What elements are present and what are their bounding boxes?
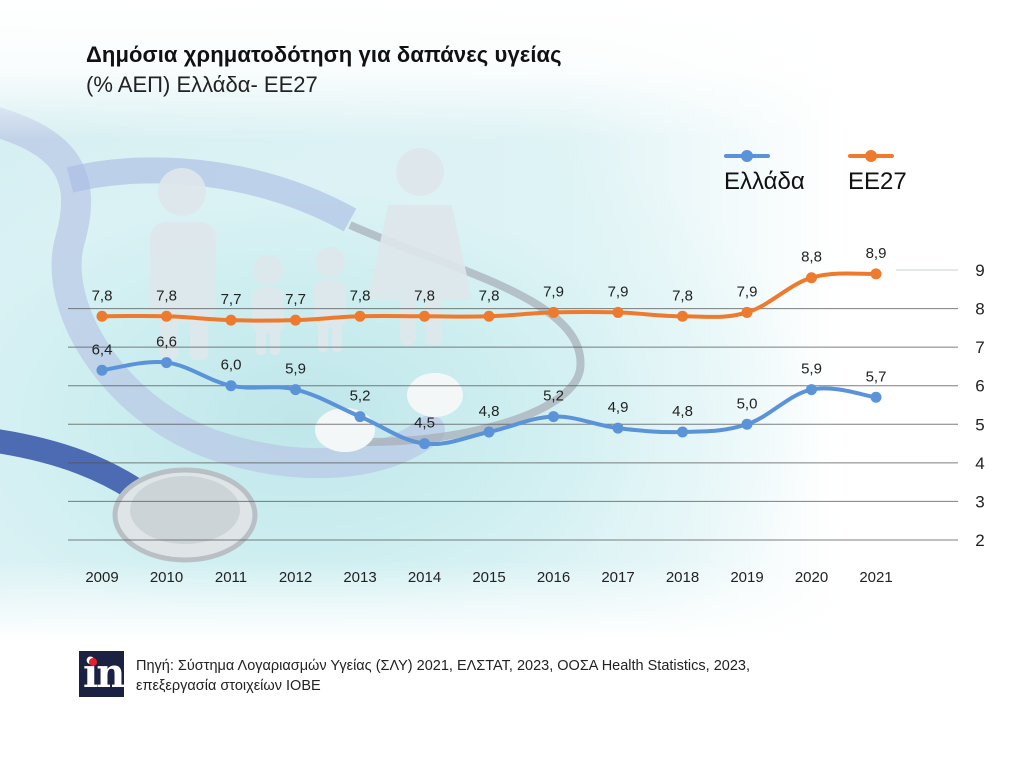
x-axis-ticks: 2009 2010 2011 2012 2013 2014 2015 2016 2017 2018… xyxy=(85,569,892,586)
series xyxy=(96,268,882,450)
data-point-greece xyxy=(806,384,817,396)
data-point-greece xyxy=(548,411,559,423)
legend-marker-eu27 xyxy=(865,150,877,162)
earpiece-right xyxy=(407,373,463,417)
y-tick-label: 4 xyxy=(975,454,984,473)
data-point-eu27 xyxy=(806,272,817,284)
data-label-eu27: 8,9 xyxy=(866,245,887,262)
data-label-greece: 5,9 xyxy=(801,361,822,378)
logo-text: in xyxy=(83,651,124,697)
data-point-greece xyxy=(612,422,624,434)
data-point-greece xyxy=(419,438,430,450)
data-label-greece: 5,0 xyxy=(737,395,758,412)
data-point-greece xyxy=(96,364,108,376)
data-point-greece xyxy=(870,391,882,403)
data-label-greece: 5,7 xyxy=(866,368,887,385)
data-point-greece xyxy=(354,411,366,423)
data-point-eu27 xyxy=(741,306,753,318)
line-chart: 2 3 4 5 6 7 8 9 2009 2010 2011 2012 2013 2014 2015 201… xyxy=(68,245,985,586)
source-note: Πηγή: Σύστημα Λογαριασμών Υγείας (ΣΛΥ) 2… xyxy=(136,656,936,696)
x-tick-label: 2020 xyxy=(795,569,828,586)
x-tick-label: 2015 xyxy=(472,569,505,586)
data-label-greece: 4,5 xyxy=(414,415,435,432)
data-point-eu27 xyxy=(677,310,688,322)
x-tick-label: 2017 xyxy=(601,569,634,586)
data-labels: 6,4 6,6 6,0 5,9 5,2 4,5 4,8 5,2 4,9 4,8 5,0 5,9 5,7 7… xyxy=(92,245,887,432)
x-tick-label: 2016 xyxy=(537,569,570,586)
data-label-greece: 4,8 xyxy=(672,403,693,420)
chart-subtitle: (% ΑΕΠ) Ελλάδα- ΕΕ27 xyxy=(86,72,318,97)
y-tick-label: 3 xyxy=(975,492,984,511)
gridlines xyxy=(68,269,958,541)
data-point-eu27 xyxy=(96,310,108,322)
legend-marker-greece xyxy=(741,150,753,162)
data-label-eu27: 7,8 xyxy=(350,287,371,304)
data-point-eu27 xyxy=(612,306,624,318)
data-label-eu27: 7,9 xyxy=(608,283,629,300)
data-point-eu27 xyxy=(161,310,172,322)
data-point-eu27 xyxy=(483,310,495,322)
data-point-eu27 xyxy=(290,314,301,326)
y-tick-label: 8 xyxy=(975,300,984,319)
x-tick-label: 2021 xyxy=(859,569,892,586)
y-tick-label: 9 xyxy=(975,261,984,280)
data-label-greece: 6,4 xyxy=(92,341,113,358)
chestpiece-face xyxy=(130,476,240,544)
x-tick-label: 2012 xyxy=(279,569,312,586)
data-label-greece: 5,2 xyxy=(543,388,564,405)
x-tick-label: 2009 xyxy=(85,569,118,586)
data-label-greece: 6,0 xyxy=(221,357,242,374)
y-tick-label: 2 xyxy=(975,531,984,550)
data-label-greece: 6,6 xyxy=(156,334,177,351)
data-label-eu27: 7,7 xyxy=(285,291,306,308)
data-label-eu27: 7,7 xyxy=(221,291,242,308)
data-label-eu27: 7,9 xyxy=(737,283,758,300)
data-point-greece xyxy=(677,426,688,438)
logo: in xyxy=(79,651,124,697)
x-tick-label: 2019 xyxy=(730,569,763,586)
legend-label-eu27: ΕΕ27 xyxy=(848,168,907,195)
data-label-greece: 4,8 xyxy=(479,403,500,420)
tube-top xyxy=(66,157,357,232)
logo-dot xyxy=(89,658,97,666)
data-label-eu27: 7,8 xyxy=(672,287,693,304)
data-point-eu27 xyxy=(548,306,559,318)
source-line-1: Πηγή: Σύστημα Λογαριασμών Υγείας (ΣΛΥ) 2… xyxy=(136,658,750,674)
data-label-eu27: 7,8 xyxy=(479,287,500,304)
legend-label-greece: Ελλάδα xyxy=(724,168,805,195)
data-label-greece: 5,9 xyxy=(285,361,306,378)
y-axis-ticks: 2 3 4 5 6 7 8 9 xyxy=(975,261,984,550)
data-point-eu27 xyxy=(354,310,366,322)
data-label-eu27: 8,8 xyxy=(801,249,822,266)
y-tick-label: 6 xyxy=(975,377,984,396)
x-tick-label: 2010 xyxy=(150,569,183,586)
data-point-greece xyxy=(290,384,301,396)
x-tick-label: 2011 xyxy=(215,569,247,586)
data-label-greece: 5,2 xyxy=(350,388,371,405)
data-label-eu27: 7,8 xyxy=(92,287,113,304)
x-tick-label: 2013 xyxy=(343,569,376,586)
x-tick-label: 2018 xyxy=(666,569,699,586)
data-point-greece xyxy=(741,418,753,430)
data-label-eu27: 7,9 xyxy=(543,283,564,300)
y-tick-label: 5 xyxy=(975,415,984,434)
data-point-greece xyxy=(225,380,237,392)
data-point-greece xyxy=(483,426,495,438)
data-point-greece xyxy=(161,357,172,369)
data-point-eu27 xyxy=(870,268,882,280)
data-label-eu27: 7,8 xyxy=(156,287,177,304)
data-label-eu27: 7,8 xyxy=(414,287,435,304)
footer-fade xyxy=(0,560,1024,650)
data-point-eu27 xyxy=(225,314,237,326)
y-tick-label: 7 xyxy=(975,338,984,357)
data-label-greece: 4,9 xyxy=(608,399,629,416)
source-line-2: επεξεργασία στοιχείων ΙΟΒΕ xyxy=(136,678,321,694)
data-point-eu27 xyxy=(419,310,430,322)
chart-title: Δημόσια χρηματοδότηση για δαπάνες υγείας xyxy=(86,42,562,67)
x-tick-label: 2014 xyxy=(408,569,441,586)
header-fade xyxy=(0,0,1024,140)
